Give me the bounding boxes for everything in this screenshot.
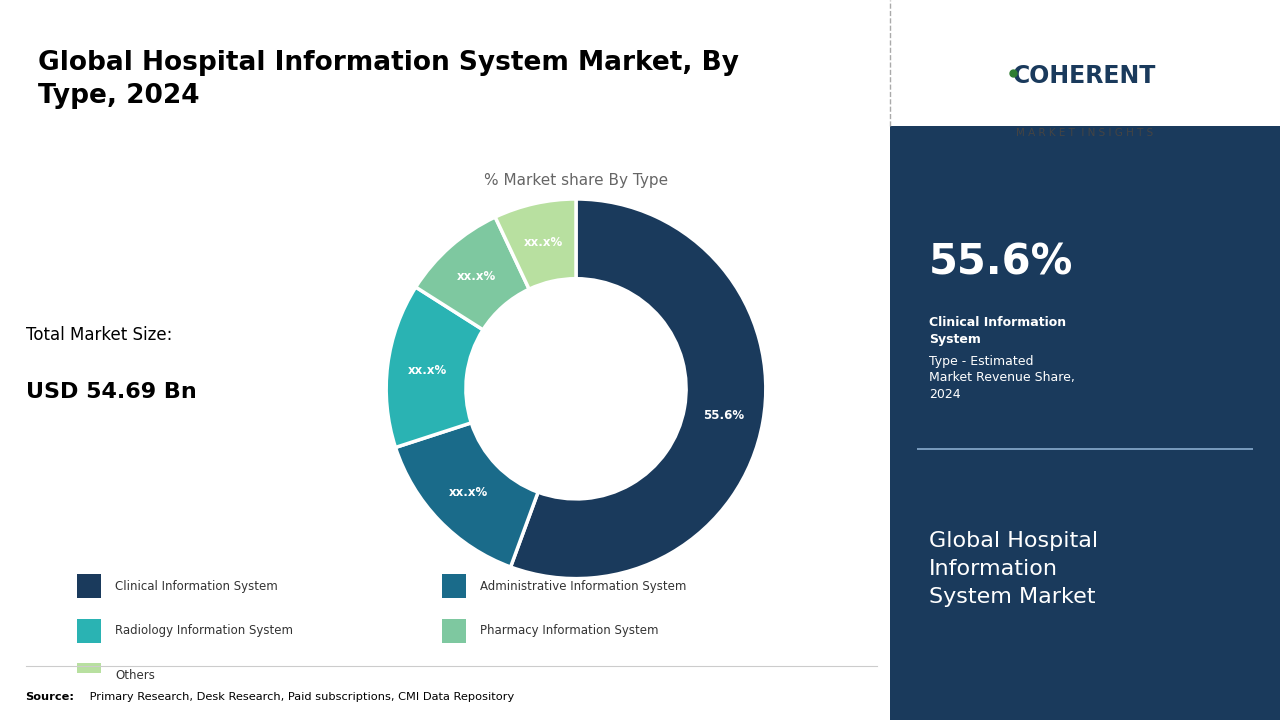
Wedge shape: [495, 199, 576, 289]
Text: Clinical Information
System: Clinical Information System: [928, 316, 1066, 346]
Wedge shape: [387, 287, 483, 447]
Text: Pharmacy Information System: Pharmacy Information System: [480, 624, 658, 637]
Bar: [442, 618, 466, 643]
Text: % Market share By Type: % Market share By Type: [484, 173, 668, 187]
Bar: [77, 574, 101, 598]
Bar: [77, 618, 101, 643]
Bar: [77, 663, 101, 688]
Wedge shape: [396, 423, 538, 567]
Text: xx.x%: xx.x%: [457, 270, 497, 283]
Text: 55.6%: 55.6%: [928, 242, 1073, 284]
Text: Global Hospital
Information
System Market: Global Hospital Information System Marke…: [928, 531, 1098, 607]
Wedge shape: [416, 217, 529, 330]
Text: Primary Research, Desk Research, Paid subscriptions, CMI Data Repository: Primary Research, Desk Research, Paid su…: [87, 692, 515, 701]
Text: Global Hospital Information System Market, By
Type, 2024: Global Hospital Information System Marke…: [38, 50, 740, 109]
Text: Clinical Information System: Clinical Information System: [115, 580, 278, 593]
Bar: [890, 0, 1280, 126]
Text: Others: Others: [115, 669, 155, 682]
Bar: [916, 448, 1253, 450]
Bar: [442, 574, 466, 598]
Text: Type - Estimated
Market Revenue Share,
2024: Type - Estimated Market Revenue Share, 2…: [928, 354, 1074, 402]
Text: Radiology Information System: Radiology Information System: [115, 624, 293, 637]
Text: xx.x%: xx.x%: [448, 486, 488, 499]
Text: xx.x%: xx.x%: [407, 364, 447, 377]
Text: M A R K E T  I N S I G H T S: M A R K E T I N S I G H T S: [1016, 128, 1153, 138]
Text: USD 54.69 Bn: USD 54.69 Bn: [26, 382, 196, 402]
Wedge shape: [511, 199, 765, 579]
Text: Administrative Information System: Administrative Information System: [480, 580, 686, 593]
Text: 55.6%: 55.6%: [703, 408, 744, 421]
Text: xx.x%: xx.x%: [524, 236, 563, 249]
Text: Source:: Source:: [26, 692, 74, 701]
Text: Total Market Size:: Total Market Size:: [26, 325, 172, 343]
Text: COHERENT: COHERENT: [1012, 63, 1157, 88]
